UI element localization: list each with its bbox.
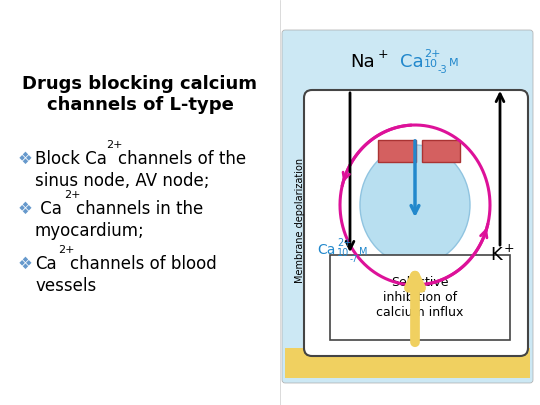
Text: Ca: Ca <box>400 53 423 71</box>
FancyBboxPatch shape <box>304 90 528 356</box>
Text: Selective
inhibition of
calcium influx: Selective inhibition of calcium influx <box>376 276 464 319</box>
Text: Ca: Ca <box>317 243 335 257</box>
Text: sinus node, AV node;: sinus node, AV node; <box>35 172 210 190</box>
Text: 10: 10 <box>424 59 438 69</box>
Text: Na: Na <box>350 53 375 71</box>
Text: Ca: Ca <box>35 200 62 218</box>
Text: Membrane depolarization: Membrane depolarization <box>295 158 305 283</box>
Text: ❖: ❖ <box>18 150 33 168</box>
Ellipse shape <box>360 145 470 265</box>
Text: ❖: ❖ <box>18 255 33 273</box>
Text: channels of the: channels of the <box>118 150 246 168</box>
Bar <box>378 140 416 162</box>
Text: +: + <box>378 49 389 62</box>
Text: Ca: Ca <box>35 255 57 273</box>
Bar <box>422 140 460 162</box>
Text: Block Ca: Block Ca <box>35 150 107 168</box>
Text: 10: 10 <box>337 248 349 258</box>
Text: M: M <box>359 247 368 257</box>
Text: K: K <box>490 246 502 264</box>
Text: 2+: 2+ <box>424 49 441 59</box>
Text: +: + <box>504 241 515 254</box>
Bar <box>330 255 510 340</box>
Text: 2+: 2+ <box>64 190 80 200</box>
Text: -3: -3 <box>438 65 448 75</box>
Text: Drugs blocking calcium
channels of L-type: Drugs blocking calcium channels of L-typ… <box>23 75 258 114</box>
Text: channels in the: channels in the <box>76 200 203 218</box>
Text: vessels: vessels <box>35 277 96 295</box>
Text: M: M <box>449 58 458 68</box>
Text: channels of blood: channels of blood <box>70 255 217 273</box>
Text: -7: -7 <box>350 256 359 264</box>
Text: myocardium;: myocardium; <box>35 222 145 240</box>
FancyBboxPatch shape <box>282 30 533 383</box>
Bar <box>285 348 530 378</box>
Text: 2+: 2+ <box>106 140 123 150</box>
Text: 2+: 2+ <box>58 245 75 255</box>
Text: ❖: ❖ <box>18 200 33 218</box>
Text: 2+: 2+ <box>337 238 351 248</box>
